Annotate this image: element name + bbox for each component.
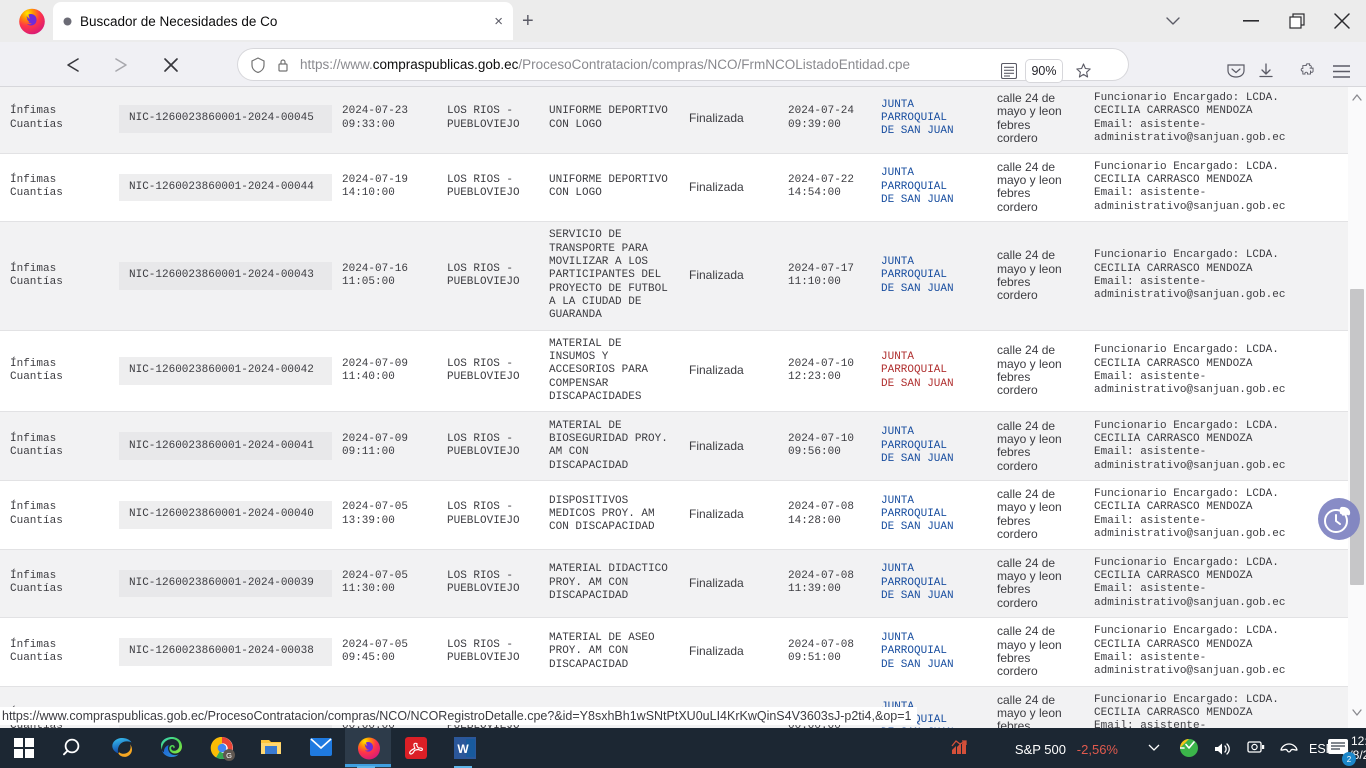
svg-text:W: W xyxy=(457,742,469,756)
svg-text:2: 2 xyxy=(1347,755,1352,764)
svg-text:G: G xyxy=(226,751,232,760)
